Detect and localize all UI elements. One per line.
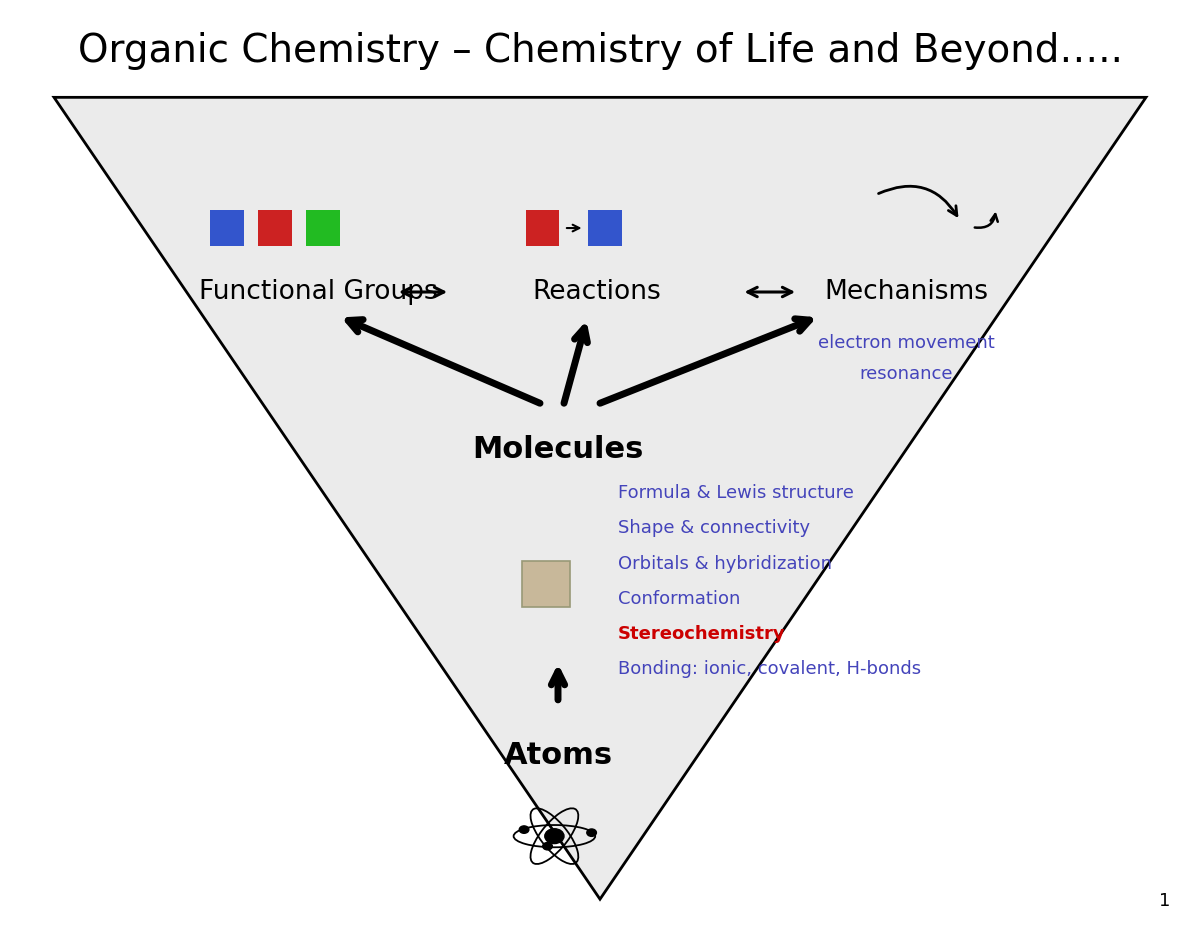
Text: Shape & connectivity: Shape & connectivity <box>618 519 810 538</box>
Bar <box>526 210 559 246</box>
Text: Functional Groups: Functional Groups <box>199 279 437 305</box>
Text: Organic Chemistry – Chemistry of Life and Beyond…..: Organic Chemistry – Chemistry of Life an… <box>78 32 1122 70</box>
Text: Molecules: Molecules <box>473 435 643 464</box>
Bar <box>588 210 622 246</box>
Circle shape <box>545 829 564 844</box>
Circle shape <box>520 826 529 833</box>
Polygon shape <box>54 97 1146 899</box>
Text: 1: 1 <box>1159 893 1170 910</box>
Text: Atoms: Atoms <box>504 741 612 770</box>
Text: Formula & Lewis structure: Formula & Lewis structure <box>618 484 854 502</box>
Bar <box>258 210 292 246</box>
Text: Reactions: Reactions <box>532 279 661 305</box>
FancyArrowPatch shape <box>974 214 997 228</box>
Text: electron movement: electron movement <box>817 334 995 352</box>
Text: Mechanisms: Mechanisms <box>824 279 988 305</box>
Bar <box>306 210 340 246</box>
Text: resonance: resonance <box>859 364 953 383</box>
Bar <box>522 561 570 607</box>
Text: Conformation: Conformation <box>618 590 740 608</box>
Bar <box>210 210 244 246</box>
Circle shape <box>542 843 552 850</box>
Text: Orbitals & hybridization: Orbitals & hybridization <box>618 554 832 573</box>
FancyArrowPatch shape <box>878 186 956 216</box>
Text: Stereochemistry: Stereochemistry <box>618 625 786 643</box>
Text: Bonding: ionic, covalent, H-bonds: Bonding: ionic, covalent, H-bonds <box>618 660 922 679</box>
Circle shape <box>587 829 596 836</box>
